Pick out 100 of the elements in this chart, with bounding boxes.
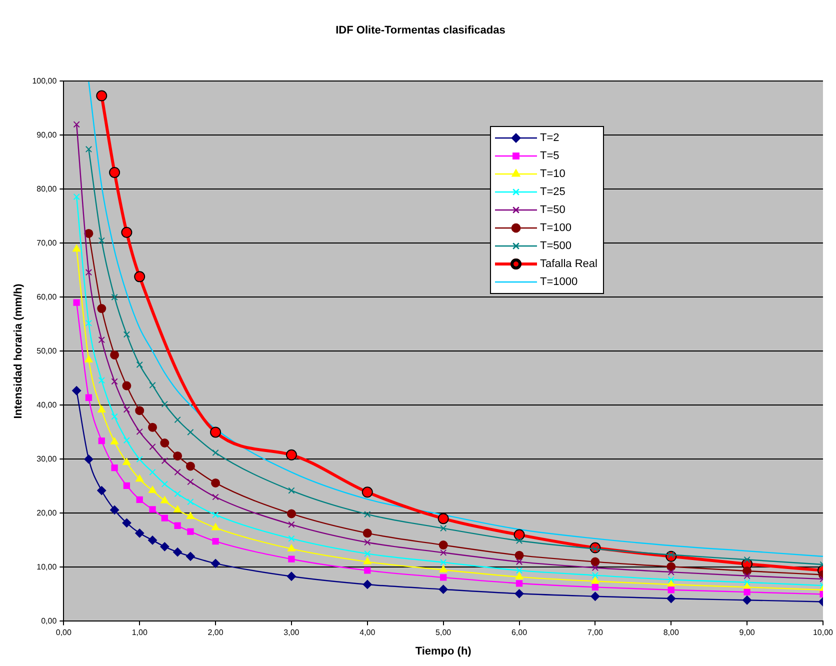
point (111, 464, 118, 472)
legend-label: T=1000 (540, 276, 578, 288)
point (364, 539, 371, 546)
point (149, 506, 156, 513)
point (85, 269, 92, 276)
point (592, 564, 599, 572)
point (742, 596, 752, 605)
point (439, 565, 448, 572)
point (98, 237, 105, 244)
point (136, 428, 143, 435)
point (516, 580, 523, 587)
x-tick-label: 1,00 (132, 628, 148, 638)
point (362, 580, 372, 589)
point (440, 549, 447, 556)
point (123, 331, 130, 338)
point (364, 567, 371, 574)
point (362, 486, 373, 498)
point (134, 271, 146, 282)
point (187, 498, 194, 506)
x-tick-label: 10,00 (812, 628, 834, 638)
point (438, 584, 448, 594)
y-tick-label: 80,00 (36, 184, 58, 194)
y-tick-label: 0,00 (41, 616, 58, 626)
point (72, 386, 82, 396)
point (123, 436, 130, 444)
point (85, 146, 92, 153)
y-tick-label: 20,00 (36, 508, 58, 518)
point (744, 556, 750, 563)
point (85, 320, 92, 326)
point (590, 592, 600, 601)
y-tick-label: 50,00 (36, 346, 58, 356)
point (73, 299, 80, 306)
point (187, 428, 194, 436)
point (592, 584, 599, 591)
y-tick-label: 30,00 (36, 454, 58, 464)
point (590, 557, 600, 566)
point (96, 90, 108, 102)
legend-label: Tafalla Real (540, 258, 598, 270)
point (212, 494, 219, 500)
point (136, 474, 144, 482)
x-tick-label: 9,00 (739, 628, 756, 638)
point (84, 355, 93, 362)
point (174, 505, 182, 512)
legend-label: T=10 (540, 168, 566, 180)
point (211, 558, 220, 568)
point (135, 528, 144, 538)
point (109, 166, 120, 178)
point (160, 496, 169, 504)
point (212, 523, 220, 530)
point (363, 557, 372, 564)
point (173, 548, 182, 557)
point (288, 521, 295, 528)
point (288, 556, 295, 562)
point (174, 416, 181, 424)
point (174, 490, 181, 498)
chart-title: IDF Olite-Tormentas clasificadas (336, 24, 506, 37)
point (73, 121, 80, 128)
point (135, 406, 144, 416)
point (514, 550, 524, 560)
point (149, 468, 156, 476)
point (98, 406, 106, 413)
point (73, 193, 80, 200)
point (440, 524, 447, 532)
point (212, 538, 219, 545)
x-tick-label: 7,00 (587, 628, 604, 638)
point (212, 511, 219, 518)
point (742, 566, 752, 576)
point (591, 576, 600, 584)
point (123, 482, 130, 489)
point (515, 572, 524, 580)
point (186, 552, 195, 561)
point (148, 536, 158, 545)
x-axis-title: Tiempo (h) (415, 645, 472, 658)
point (148, 422, 158, 432)
point (111, 294, 118, 301)
point (364, 550, 371, 558)
y-tick-label: 10,00 (36, 562, 58, 572)
legend-label: T=25 (540, 186, 566, 198)
point (667, 580, 676, 587)
point (362, 528, 372, 538)
point (97, 486, 106, 496)
legend-label: T=100 (540, 222, 572, 234)
point (438, 540, 448, 550)
point (288, 487, 295, 494)
point (123, 406, 130, 413)
point (122, 381, 132, 390)
point (668, 568, 674, 576)
point (149, 443, 156, 450)
point (516, 567, 523, 574)
point (121, 226, 132, 238)
point (72, 244, 81, 252)
point (111, 378, 118, 385)
point (174, 522, 181, 529)
x-tick-label: 6,00 (511, 628, 528, 638)
x-tick-label: 8,00 (663, 628, 680, 638)
point (85, 394, 92, 401)
point (161, 480, 168, 488)
x-tick-label: 4,00 (360, 628, 376, 638)
legend-label: T=500 (540, 240, 572, 252)
point (161, 514, 168, 522)
